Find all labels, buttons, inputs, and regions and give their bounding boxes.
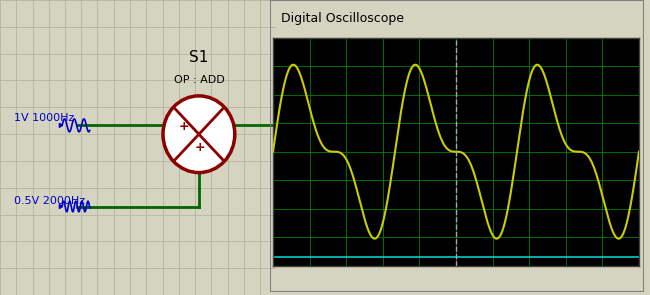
Text: S1: S1 bbox=[189, 50, 209, 65]
Circle shape bbox=[163, 96, 235, 173]
Text: +: + bbox=[178, 120, 189, 133]
Text: OP : ADD: OP : ADD bbox=[174, 75, 224, 85]
Text: 0.5V 2000Hz: 0.5V 2000Hz bbox=[14, 196, 85, 206]
Text: Digital Oscilloscope: Digital Oscilloscope bbox=[281, 12, 404, 25]
Text: +: + bbox=[195, 141, 205, 154]
Polygon shape bbox=[59, 204, 62, 209]
Text: 1V 1000Hz: 1V 1000Hz bbox=[14, 113, 74, 123]
Polygon shape bbox=[59, 123, 62, 127]
